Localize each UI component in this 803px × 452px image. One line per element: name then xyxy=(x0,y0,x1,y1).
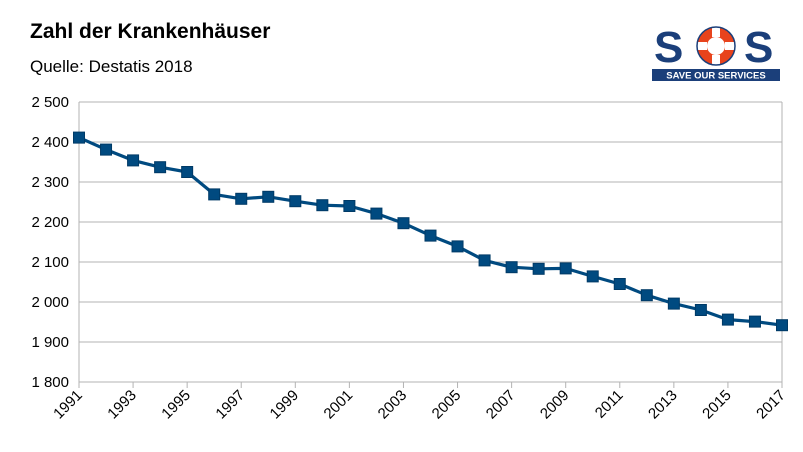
data-point-marker xyxy=(478,254,491,267)
x-tick-label: 2015 xyxy=(699,387,735,423)
y-axis-ticks: 1 800 1 900 2 000 2 100 2 200 2 300 2 400 2 500 xyxy=(31,94,69,391)
data-point-marker xyxy=(748,315,761,328)
data-point-marker xyxy=(586,270,599,283)
y-tick-label: 2 400 xyxy=(31,134,69,151)
data-point-marker xyxy=(289,195,302,208)
data-point-marker xyxy=(451,240,464,253)
data-point-marker xyxy=(73,131,85,144)
x-axis-ticks: 1991 1993 1995 1997 1999 2001 2003 2005 2007 2009… xyxy=(50,382,789,422)
y-tick-label: 2 500 xyxy=(31,94,69,111)
x-tick-label: 2013 xyxy=(645,387,681,423)
data-point-marker xyxy=(397,217,410,230)
y-tick-label: 1 800 xyxy=(31,374,69,391)
x-tick-label: 1991 xyxy=(50,387,86,423)
data-point-marker xyxy=(208,188,221,201)
data-point-marker xyxy=(776,319,788,332)
y-tick-label: 2 100 xyxy=(31,254,69,271)
x-tick-label: 1997 xyxy=(212,387,248,423)
data-point-marker xyxy=(667,297,680,310)
data-point-marker xyxy=(505,261,518,274)
chart-title: Zahl der Krankenhäuser xyxy=(30,20,271,43)
x-tick-label: 1995 xyxy=(158,387,194,423)
data-point-marker xyxy=(424,229,437,242)
y-tick-label: 1 900 xyxy=(31,334,69,351)
data-point-marker xyxy=(235,192,248,205)
svg-text:S: S xyxy=(744,24,773,72)
sos-logo: S S SAVE OUR SERVICES xyxy=(652,24,780,82)
x-tick-label: 2007 xyxy=(483,387,519,423)
series-markers xyxy=(73,131,788,332)
data-point-marker xyxy=(532,262,545,275)
data-point-marker xyxy=(721,313,734,326)
chart-subtitle: Quelle: Destatis 2018 xyxy=(30,57,193,76)
data-point-marker xyxy=(613,278,626,290)
grid-lines xyxy=(78,101,783,383)
data-point-marker xyxy=(181,166,194,178)
data-point-marker xyxy=(343,200,356,212)
data-point-marker xyxy=(370,207,383,220)
x-tick-label: 2003 xyxy=(375,387,411,423)
data-point-marker xyxy=(154,161,167,174)
data-point-marker xyxy=(262,190,275,203)
y-tick-label: 2 300 xyxy=(31,174,69,191)
data-point-marker xyxy=(127,154,140,167)
x-tick-label: 2005 xyxy=(429,387,465,423)
x-tick-label: 2001 xyxy=(321,387,357,423)
svg-text:S: S xyxy=(654,24,683,72)
x-tick-label: 1999 xyxy=(267,387,303,423)
x-tick-label: 2009 xyxy=(537,387,573,423)
y-tick-label: 2 000 xyxy=(31,294,69,311)
y-tick-label: 2 200 xyxy=(31,214,69,231)
data-point-marker xyxy=(694,304,707,316)
x-tick-label: 2011 xyxy=(592,387,627,422)
data-point-marker xyxy=(640,289,653,302)
x-tick-label: 2017 xyxy=(753,387,789,423)
x-tick-label: 1993 xyxy=(104,387,140,423)
data-point-marker xyxy=(559,262,572,275)
data-point-marker xyxy=(100,143,113,156)
data-point-marker xyxy=(316,199,329,212)
logo-tagline: SAVE OUR SERVICES xyxy=(666,71,765,82)
